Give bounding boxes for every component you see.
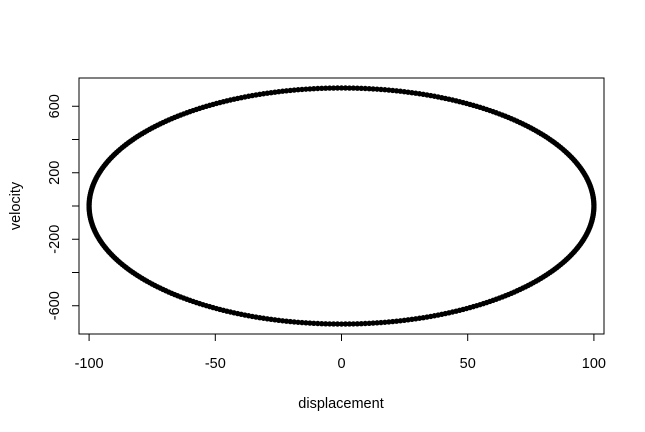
data-layer (86, 85, 597, 327)
x-axis-label: displacement (298, 396, 383, 412)
plot-frame (78, 77, 605, 335)
data-point (334, 321, 341, 327)
data-point (362, 320, 368, 327)
x-tick-label: -100 (75, 356, 104, 372)
data-point (386, 87, 392, 93)
data-point (370, 320, 376, 326)
x-tick-label: 100 (582, 356, 606, 372)
data-point (374, 86, 380, 92)
data-point (287, 87, 294, 94)
y-tick-label: 600 (47, 94, 63, 118)
data-point (291, 87, 297, 93)
data-point (378, 319, 384, 326)
data-point (358, 85, 365, 92)
data-point (299, 86, 305, 93)
data-point (338, 321, 345, 327)
x-tick-label: 50 (460, 356, 476, 372)
data-point (307, 320, 313, 326)
data-point (295, 87, 301, 93)
data-point (358, 320, 365, 327)
data-point (591, 205, 597, 211)
data-point (295, 319, 301, 325)
data-point (330, 321, 337, 327)
data-point (386, 319, 392, 325)
data-point (354, 321, 361, 327)
data-point (374, 320, 380, 326)
data-point (350, 321, 357, 327)
data-point (370, 86, 376, 92)
data-point (315, 320, 321, 327)
data-point (315, 85, 321, 92)
data-point (303, 320, 309, 326)
data-point (318, 320, 325, 327)
data-point (378, 86, 384, 93)
data-point (287, 318, 294, 325)
data-point (346, 321, 353, 327)
data-point (322, 321, 329, 327)
y-tick-label: 200 (47, 161, 63, 185)
data-point (334, 85, 341, 91)
data-point (362, 85, 368, 92)
y-tick-label: -200 (47, 225, 63, 254)
data-point (326, 321, 333, 327)
data-point (346, 85, 353, 91)
data-point (318, 85, 325, 92)
data-point (299, 319, 305, 326)
y-tick-label: -600 (47, 291, 63, 320)
x-tick-label: -50 (205, 356, 226, 372)
data-point (342, 321, 349, 327)
data-point (342, 85, 349, 91)
y-axis: -600 -200 200 600 (47, 94, 80, 320)
data-point (283, 318, 290, 324)
data-point (322, 85, 329, 91)
data-point (382, 319, 388, 325)
data-point (303, 86, 309, 92)
data-point (311, 85, 317, 92)
data-point (311, 320, 317, 327)
data-point (291, 319, 297, 325)
data-point (354, 85, 361, 91)
data-point (389, 87, 396, 94)
data-point (307, 86, 313, 92)
y-axis-label: velocity (8, 181, 24, 230)
data-point (366, 85, 372, 92)
data-point (382, 87, 388, 93)
data-point (326, 85, 333, 91)
data-point (338, 85, 345, 91)
data-point (393, 88, 400, 94)
data-point (350, 85, 357, 91)
x-tick-label: 0 (337, 356, 345, 372)
x-axis: -100 -50 0 50 100 (75, 333, 606, 372)
data-point (330, 85, 337, 91)
data-point (389, 318, 396, 325)
data-point (366, 320, 372, 327)
